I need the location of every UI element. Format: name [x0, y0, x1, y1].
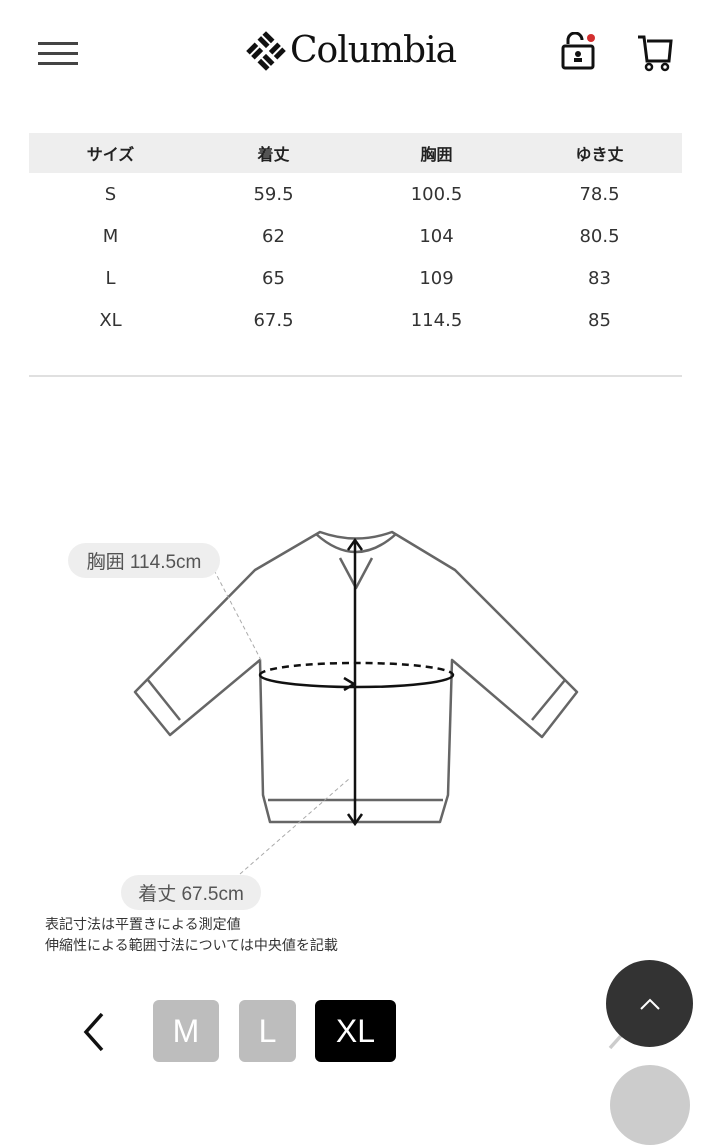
cell: XL — [99, 309, 122, 331]
length-label: 着丈 67.5cm — [121, 875, 261, 910]
table-row: XL 67.5 114.5 85 — [29, 299, 682, 341]
cell: 59.5 — [253, 183, 294, 205]
divider — [29, 375, 682, 377]
cell: 109 — [419, 267, 454, 289]
columbia-logo-icon — [246, 30, 286, 71]
header-length: 着丈 — [257, 145, 290, 164]
table-row: L 65 109 83 — [29, 257, 682, 299]
menu-button[interactable] — [38, 42, 78, 66]
note-line: 伸縮性による範囲寸法については中央値を記載 — [45, 938, 338, 954]
chevron-up-icon — [639, 998, 660, 1010]
brand-logo[interactable]: Columbia — [246, 30, 457, 71]
cell: 104 — [419, 225, 454, 247]
cell: 67.5 — [253, 309, 294, 331]
table-row: M 62 104 80.5 — [29, 215, 682, 257]
chevron-left-icon[interactable] — [80, 1010, 110, 1054]
cell: 83 — [588, 267, 611, 289]
brand-name: Columbia — [290, 30, 457, 71]
chest-label: 胸囲 114.5cm — [68, 543, 220, 578]
size-option-m[interactable]: M — [153, 1000, 219, 1062]
cell: S — [104, 183, 117, 205]
cell: 100.5 — [410, 183, 463, 205]
cart-icon[interactable] — [636, 34, 676, 74]
account-unlock-icon[interactable] — [560, 32, 600, 72]
cell: M — [102, 225, 119, 247]
cell: 85 — [588, 309, 611, 331]
cell: L — [105, 267, 116, 289]
note-line: 表記寸法は平置きによる測定値 — [45, 917, 241, 933]
cell: 78.5 — [579, 183, 620, 205]
size-table-header: サイズ 着丈 胸囲 ゆき丈 — [29, 133, 682, 173]
header-size: サイズ — [86, 145, 135, 164]
size-option-l[interactable]: L — [239, 1000, 296, 1062]
header-sleeve: ゆき丈 — [575, 145, 624, 164]
size-option-xl[interactable]: XL — [315, 1000, 396, 1062]
notification-dot — [587, 34, 595, 42]
header-chest: 胸囲 — [420, 145, 453, 164]
cell: 80.5 — [579, 225, 620, 247]
sweatshirt-diagram — [133, 530, 579, 875]
cell: 114.5 — [410, 309, 463, 331]
table-row: S 59.5 100.5 78.5 — [29, 173, 682, 215]
cell: 62 — [262, 225, 285, 247]
cell: 65 — [262, 267, 285, 289]
scroll-to-top-button[interactable] — [606, 960, 693, 1047]
secondary-floating-button[interactable] — [610, 1065, 690, 1145]
